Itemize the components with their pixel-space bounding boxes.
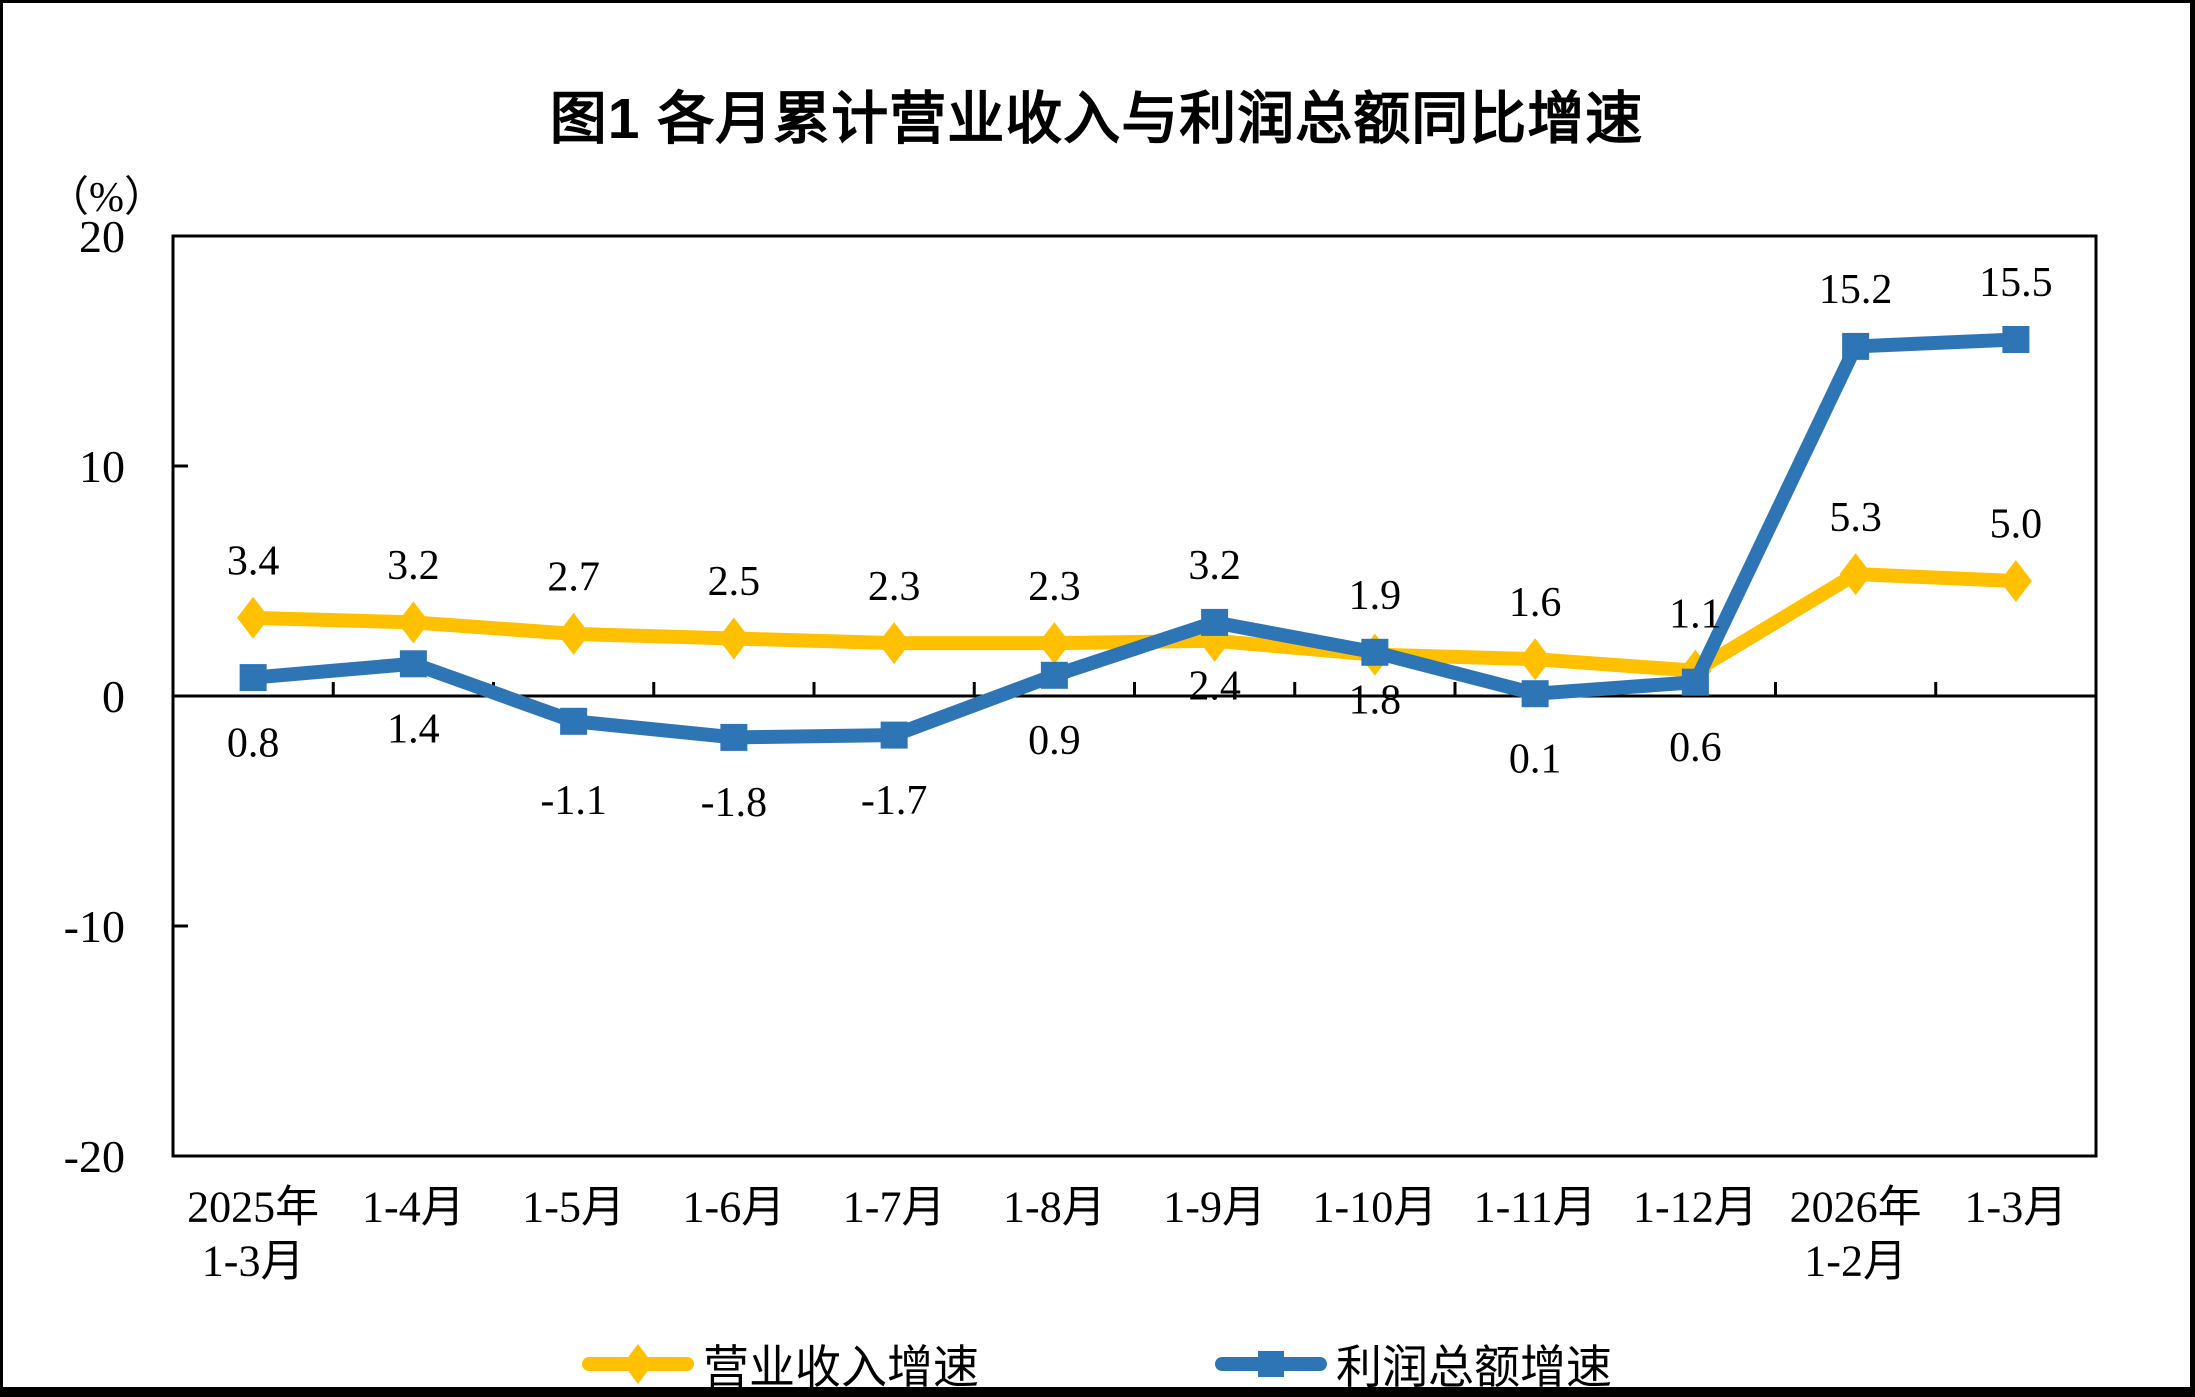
profit-value-label-11: 15.5	[1979, 260, 2053, 306]
y-axis-unit-label: （%）	[47, 175, 166, 221]
revenue-marker-10	[1839, 553, 1872, 596]
legend-item-revenue: 营业收入增速	[581, 1331, 979, 1393]
revenue-value-label-4: 2.3	[868, 564, 921, 610]
y-axis-ticks	[173, 464, 188, 928]
profit-marker-4	[880, 721, 908, 749]
revenue-marker-2	[557, 612, 590, 655]
x-category-label-0: 2025年	[187, 1182, 319, 1231]
y-tick-label--20: -20	[64, 1131, 125, 1182]
revenue-value-label-3: 2.5	[708, 559, 761, 605]
revenue-value-label-1: 3.2	[387, 543, 440, 589]
y-axis-labels: 20 10 0 -10 -20	[64, 211, 125, 1182]
x-category-label-7: 1-10月	[1313, 1182, 1438, 1231]
x-category-label-10-line2: 1-2月	[1804, 1236, 1907, 1285]
revenue-value-label-9: 1.1	[1669, 591, 1722, 637]
x-axis-labels: 2025年 1-3月 1-4月 1-5月 1-6月 1-7月 1-8月 1-9月 1-10月 1-…	[187, 1182, 2067, 1285]
y-tick-label-20: 20	[79, 211, 125, 262]
revenue-value-label-11: 5.0	[1990, 502, 2043, 548]
profit-marker-8	[1521, 680, 1549, 708]
x-category-label-3: 1-6月	[683, 1182, 786, 1231]
x-category-label-5: 1-8月	[1003, 1182, 1106, 1231]
revenue-marker-5	[1038, 622, 1071, 665]
x-category-label-0-line2: 1-3月	[202, 1236, 305, 1285]
profit-marker-7	[1361, 638, 1389, 666]
x-category-label-6: 1-9月	[1163, 1182, 1266, 1231]
revenue-marker-3	[717, 617, 750, 660]
profit-value-label-7: 1.9	[1349, 573, 1402, 619]
line-chart: 20 10 0 -10 -20 2025年 1-3月 1-4月 1-5月 1-6月 1-7月 1-8月…	[64, 211, 2098, 1285]
x-category-label-4: 1-7月	[843, 1182, 946, 1231]
profit-marker-11	[2002, 326, 2030, 353]
revenue-value-label-7: 1.8	[1349, 677, 1402, 723]
legend-item-profit: 利润总额增速	[1214, 1331, 1612, 1393]
chart-title: 图1 各月累计营业收入与利润总额同比增速	[549, 87, 1644, 151]
profit-marker-10	[1842, 332, 1870, 360]
profit-value-label-3: -1.8	[701, 780, 768, 826]
revenue-legend-label: 营业收入增速	[703, 1342, 979, 1393]
x-category-label-9: 1-12月	[1633, 1182, 1758, 1231]
profit-marker-9	[1681, 668, 1709, 696]
profit-legend-key-icon	[1215, 1351, 1327, 1377]
x-category-label-2: 1-5月	[522, 1182, 625, 1231]
profit-legend-marker	[1258, 1351, 1284, 1377]
revenue-marker-1	[397, 601, 430, 644]
profit-value-label-8: 0.1	[1509, 736, 1562, 782]
profit-value-label-6: 3.2	[1188, 543, 1241, 589]
profit-value-label-4: -1.7	[861, 778, 928, 824]
profit-value-label-10: 15.2	[1819, 267, 1893, 313]
profit-marker-5	[1040, 661, 1068, 689]
profit-marker-0	[239, 664, 267, 692]
x-category-label-11: 1-3月	[1965, 1182, 2068, 1231]
y-tick-label--10: -10	[64, 901, 125, 952]
revenue-legend-key-icon	[582, 1344, 694, 1384]
y-tick-label-0: 0	[102, 671, 125, 722]
revenue-value-label-2: 2.7	[547, 555, 600, 601]
revenue-value-label-8: 1.6	[1509, 580, 1562, 626]
revenue-series	[237, 553, 2032, 692]
profit-marker-2	[560, 707, 588, 735]
profit-value-label-1: 1.4	[387, 707, 440, 753]
revenue-value-labels: 3.4 3.2 2.7 2.5 2.3 2.3 2.4 1.8 1.6 1.1 5.3 5.0	[227, 495, 2042, 724]
profit-value-label-9: 0.6	[1669, 725, 1722, 771]
revenue-marker-8	[1519, 638, 1552, 681]
profit-value-labels: 0.8 1.4 -1.1 -1.8 -1.7 0.9 3.2 1.9 0.1 0.6 15.2 15.…	[227, 260, 2053, 826]
profit-line	[252, 332, 2017, 745]
x-category-label-1: 1-4月	[362, 1182, 465, 1231]
profit-marker-6	[1201, 608, 1229, 636]
revenue-legend-marker	[623, 1344, 653, 1384]
profit-marker-3	[720, 723, 748, 751]
chart-legend: 营业收入增速 利润总额增速	[3, 1331, 2190, 1393]
revenue-value-label-0: 3.4	[227, 539, 280, 585]
profit-value-label-5: 0.9	[1028, 718, 1081, 764]
profit-series	[239, 326, 2030, 751]
revenue-value-label-5: 2.3	[1028, 564, 1081, 610]
x-category-label-8: 1-11月	[1474, 1182, 1597, 1231]
profit-value-label-0: 0.8	[227, 720, 280, 766]
revenue-value-label-6: 2.4	[1188, 664, 1241, 710]
profit-legend-label: 利润总额增速	[1336, 1342, 1612, 1393]
revenue-value-label-10: 5.3	[1829, 495, 1882, 541]
profit-marker-1	[399, 650, 427, 678]
x-category-label-10: 2026年	[1790, 1182, 1922, 1231]
y-tick-label-10: 10	[79, 441, 125, 492]
profit-value-label-2: -1.1	[540, 778, 607, 824]
revenue-marker-0	[237, 596, 270, 639]
revenue-marker-4	[878, 622, 911, 665]
revenue-marker-11	[1999, 560, 2032, 602]
